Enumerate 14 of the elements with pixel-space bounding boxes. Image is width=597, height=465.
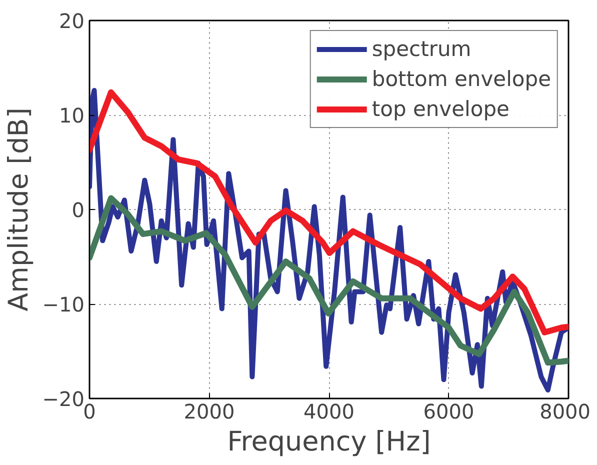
x-tick-label: 8000 — [540, 400, 591, 424]
y-tick-label: 20 — [59, 9, 85, 33]
y-tick-label: −20 — [42, 387, 85, 411]
x-tick-label: 4000 — [304, 400, 354, 424]
y-tick-label: 10 — [59, 104, 85, 128]
legend-label: bottom envelope — [372, 67, 551, 91]
y-axis-title: Amplitude [dB] — [3, 108, 34, 312]
legend-label: spectrum — [372, 37, 472, 61]
y-tick-label: −10 — [42, 292, 85, 316]
x-tick-label: 6000 — [423, 400, 474, 424]
x-tick-label: 2000 — [184, 400, 235, 424]
y-tick-label: 0 — [72, 198, 85, 222]
x-axis-title: Frequency [Hz] — [227, 426, 431, 458]
legend-label: top envelope — [372, 97, 510, 121]
